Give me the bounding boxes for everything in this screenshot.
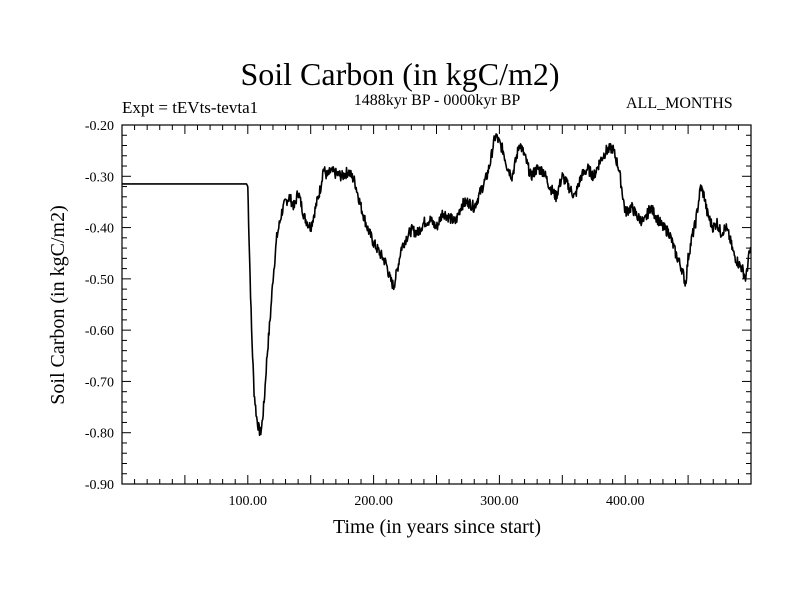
y-tick-label: -0.30 [85,170,114,185]
axis-ticks [122,125,751,484]
x-tick-label: 100.00 [229,494,268,509]
y-tick-label: -0.50 [85,273,114,288]
x-tick-label: 300.00 [480,494,519,509]
y-tick-label: -0.90 [85,478,114,493]
x-axis-label: Time (in years since start) [333,516,541,538]
y-tick-label: -0.70 [85,375,114,390]
y-tick-labels: -0.20 -0.30 -0.40 -0.50 -0.60 -0.70 -0.80 -0.90 [85,119,114,493]
series-line-soil-carbon [121,133,752,437]
experiment-label: Expt = tEVts-tevta1 [122,98,259,117]
y-axis-label: Soil Carbon (in kgC/m2) [47,205,69,404]
months-label: ALL_MONTHS [626,95,733,112]
plot-frame [121,124,752,485]
chart-title: Soil Carbon (in kgC/m2) [240,56,560,92]
y-tick-label: -0.80 [85,427,114,442]
period-label: 1488kyr BP - 0000kyr BP [353,92,521,109]
x-tick-label: 400.00 [606,494,645,509]
x-tick-labels: 100.00 200.00 300.00 400.00 [229,494,645,509]
x-tick-label: 200.00 [354,494,393,509]
y-tick-label: -0.20 [85,119,114,134]
y-tick-label: -0.60 [85,324,114,339]
y-tick-label: -0.40 [85,222,114,237]
